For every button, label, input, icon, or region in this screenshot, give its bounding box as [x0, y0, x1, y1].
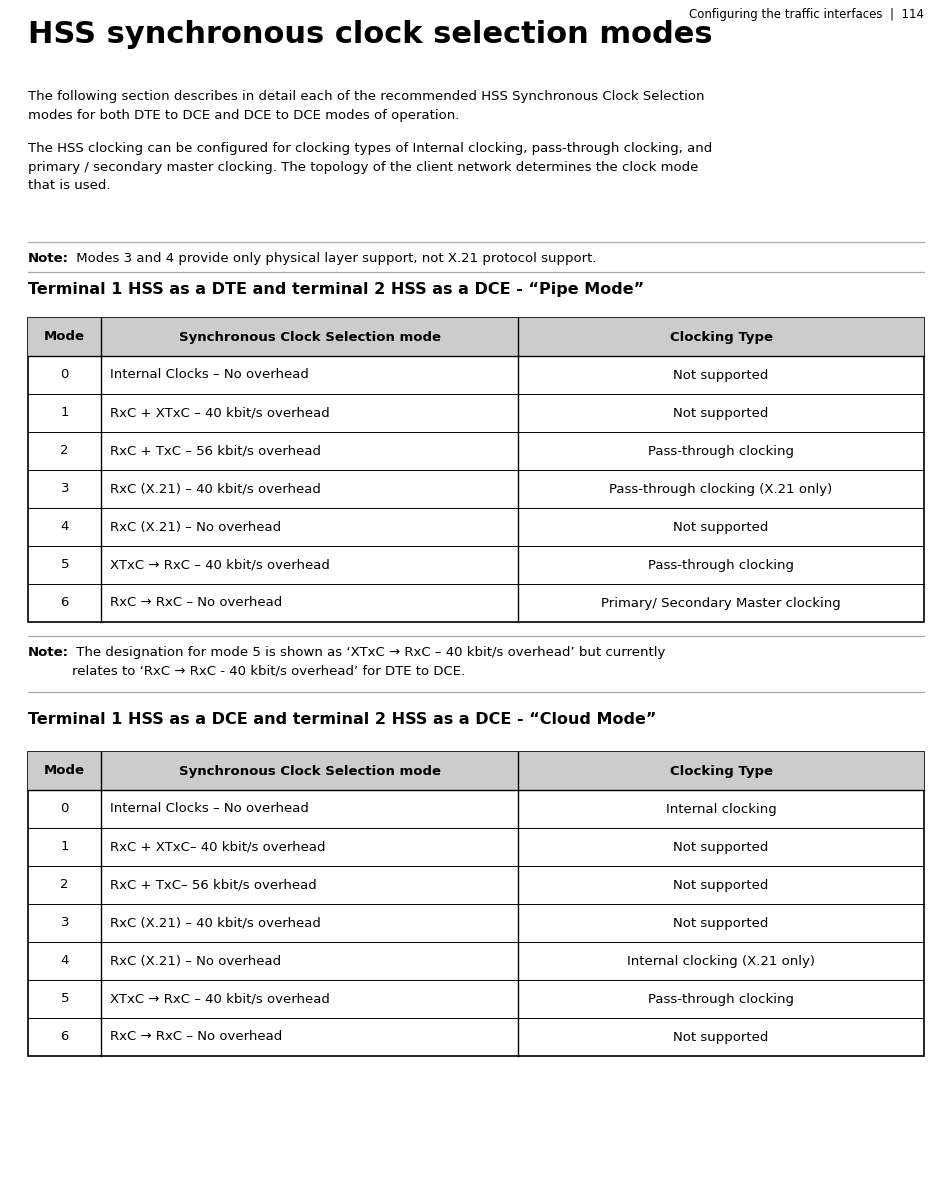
Bar	[28, 318, 924, 356]
Text: Synchronous Clock Selection mode: Synchronous Clock Selection mode	[179, 330, 441, 343]
Text: XTxC → RxC – 40 kbit/s overhead: XTxC → RxC – 40 kbit/s overhead	[110, 993, 330, 1006]
Text: The following section describes in detail each of the recommended HSS Synchronou: The following section describes in detai…	[28, 90, 704, 122]
Text: Not supported: Not supported	[673, 841, 769, 854]
Text: HSS synchronous clock selection modes: HSS synchronous clock selection modes	[28, 20, 713, 49]
Text: RxC + XTxC – 40 kbit/s overhead: RxC + XTxC – 40 kbit/s overhead	[110, 407, 330, 420]
Text: Note:: Note:	[28, 646, 69, 659]
Text: Clocking Type: Clocking Type	[669, 764, 773, 777]
Text: Mode: Mode	[44, 330, 86, 343]
Text: The designation for mode 5 is shown as ‘XTxC → RxC – 40 kbit/s overhead’ but cur: The designation for mode 5 is shown as ‘…	[72, 646, 665, 677]
Text: 2: 2	[61, 879, 69, 891]
Bar	[28, 752, 924, 1056]
Text: 6: 6	[61, 597, 69, 610]
Text: XTxC → RxC – 40 kbit/s overhead: XTxC → RxC – 40 kbit/s overhead	[110, 559, 330, 572]
Text: 3: 3	[61, 916, 69, 929]
Text: Terminal 1 HSS as a DTE and terminal 2 HSS as a DCE - “Pipe Mode”: Terminal 1 HSS as a DTE and terminal 2 H…	[28, 282, 645, 297]
Text: 0: 0	[61, 368, 69, 382]
Text: RxC (X.21) – 40 kbit/s overhead: RxC (X.21) – 40 kbit/s overhead	[110, 916, 322, 929]
Text: 3: 3	[61, 482, 69, 495]
Text: 1: 1	[61, 407, 69, 420]
Text: Internal clocking (X.21 only): Internal clocking (X.21 only)	[627, 954, 815, 968]
Text: 4: 4	[61, 520, 69, 533]
Text: Configuring the traffic interfaces  |  114: Configuring the traffic interfaces | 114	[689, 8, 924, 22]
Text: Primary/ Secondary Master clocking: Primary/ Secondary Master clocking	[601, 597, 841, 610]
Text: Not supported: Not supported	[673, 1031, 769, 1043]
Text: 5: 5	[61, 559, 69, 572]
Text: Not supported: Not supported	[673, 520, 769, 533]
Bar	[28, 318, 924, 622]
Text: Pass-through clocking: Pass-through clocking	[648, 993, 794, 1006]
Text: RxC (X.21) – No overhead: RxC (X.21) – No overhead	[110, 954, 282, 968]
Text: RxC + TxC– 56 kbit/s overhead: RxC + TxC– 56 kbit/s overhead	[110, 879, 317, 891]
Text: Pass-through clocking: Pass-through clocking	[648, 559, 794, 572]
Text: RxC (X.21) – No overhead: RxC (X.21) – No overhead	[110, 520, 282, 533]
Text: Not supported: Not supported	[673, 407, 769, 420]
Text: Note:: Note:	[28, 252, 69, 266]
Text: Not supported: Not supported	[673, 879, 769, 891]
Text: Synchronous Clock Selection mode: Synchronous Clock Selection mode	[179, 764, 441, 777]
Text: RxC + XTxC– 40 kbit/s overhead: RxC + XTxC– 40 kbit/s overhead	[110, 841, 326, 854]
Text: RxC + TxC – 56 kbit/s overhead: RxC + TxC – 56 kbit/s overhead	[110, 445, 322, 458]
Text: RxC → RxC – No overhead: RxC → RxC – No overhead	[110, 1031, 283, 1043]
Text: Terminal 1 HSS as a DCE and terminal 2 HSS as a DCE - “Cloud Mode”: Terminal 1 HSS as a DCE and terminal 2 H…	[28, 712, 656, 727]
Text: The HSS clocking can be configured for clocking types of Internal clocking, pass: The HSS clocking can be configured for c…	[28, 142, 712, 193]
Text: Clocking Type: Clocking Type	[669, 330, 773, 343]
Bar	[28, 752, 924, 791]
Text: 1: 1	[61, 841, 69, 854]
Text: 5: 5	[61, 993, 69, 1006]
Text: 4: 4	[61, 954, 69, 968]
Text: RxC → RxC – No overhead: RxC → RxC – No overhead	[110, 597, 283, 610]
Text: Pass-through clocking: Pass-through clocking	[648, 445, 794, 458]
Text: Internal clocking: Internal clocking	[665, 803, 777, 816]
Text: Internal Clocks – No overhead: Internal Clocks – No overhead	[110, 368, 309, 382]
Text: 0: 0	[61, 803, 69, 816]
Text: Internal Clocks – No overhead: Internal Clocks – No overhead	[110, 803, 309, 816]
Text: Not supported: Not supported	[673, 368, 769, 382]
Text: Pass-through clocking (X.21 only): Pass-through clocking (X.21 only)	[609, 482, 833, 495]
Text: Modes 3 and 4 provide only physical layer support, not X.21 protocol support.: Modes 3 and 4 provide only physical laye…	[72, 252, 597, 266]
Text: 2: 2	[61, 445, 69, 458]
Text: RxC (X.21) – 40 kbit/s overhead: RxC (X.21) – 40 kbit/s overhead	[110, 482, 322, 495]
Text: Mode: Mode	[44, 764, 86, 777]
Text: 6: 6	[61, 1031, 69, 1043]
Text: Not supported: Not supported	[673, 916, 769, 929]
